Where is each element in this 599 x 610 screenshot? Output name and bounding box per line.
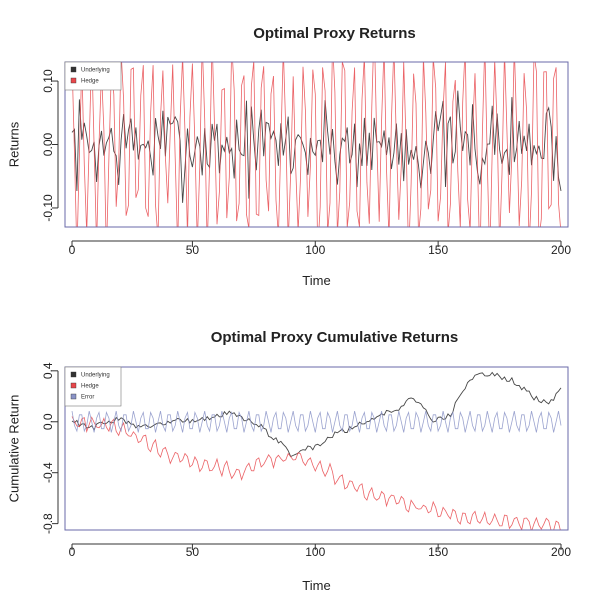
legend-swatch-underlying: [70, 66, 77, 73]
y-tick-label: 0.4: [41, 362, 55, 379]
y-axis-label: Cumulative Return: [7, 395, 22, 503]
plot-frame: [64, 366, 569, 531]
series-line-underlying: [71, 371, 562, 458]
y-tick-label: 0.00: [41, 132, 55, 156]
x-tick-label: 200: [551, 243, 571, 257]
series-group: [71, 371, 562, 530]
legend-swatch-underlying: [70, 371, 77, 378]
legend-label-hedge: Hedge: [81, 384, 99, 390]
x-tick-label: 50: [186, 243, 200, 257]
series-line-error: [71, 410, 562, 433]
x-tick-label: 50: [186, 545, 200, 559]
y-axis-label: Returns: [7, 121, 22, 167]
chart-panel-2: Optimal Proxy Cumulative Returns 0 50 100 15…: [7, 329, 572, 593]
series-group: [71, 62, 562, 227]
legend-label-hedge: Hedge: [81, 79, 99, 85]
y-tick-label: 0.0: [41, 413, 55, 430]
legend-label-error: Error: [81, 395, 94, 401]
x-axis-label: Time: [302, 273, 330, 288]
legend-swatch-hedge: [70, 382, 77, 389]
x-tick-label: 0: [69, 545, 76, 559]
plot-frame: [64, 61, 569, 228]
x-tick-label: 100: [305, 545, 325, 559]
legend-label-underlying: Underlying: [81, 373, 110, 379]
series-line-hedge: [71, 416, 561, 530]
chart-title: Optimal Proxy Returns: [253, 25, 416, 42]
x-tick-label: 200: [551, 545, 571, 559]
x-tick-label: 150: [428, 243, 448, 257]
chart-panel-1: Optimal Proxy Returns 0 50 100 150 200 Time -0.…: [7, 25, 572, 288]
x-tick-label: 0: [69, 243, 76, 257]
y-tick-label: -0.8: [41, 513, 55, 534]
x-tick-label: 100: [305, 243, 325, 257]
x-axis-label: Time: [302, 578, 330, 593]
legend-label-underlying: Underlying: [81, 68, 110, 74]
y-tick-label: -0.10: [41, 194, 55, 222]
series-line-hedge: [71, 62, 561, 227]
x-tick-label: 150: [428, 545, 448, 559]
legend-swatch-error: [70, 393, 77, 400]
chart-title: Optimal Proxy Cumulative Returns: [211, 329, 459, 346]
y-tick-label: 0.10: [41, 69, 55, 93]
legend-swatch-hedge: [70, 77, 77, 84]
y-tick-label: -0.4: [41, 462, 55, 483]
legend-box: [64, 61, 122, 91]
